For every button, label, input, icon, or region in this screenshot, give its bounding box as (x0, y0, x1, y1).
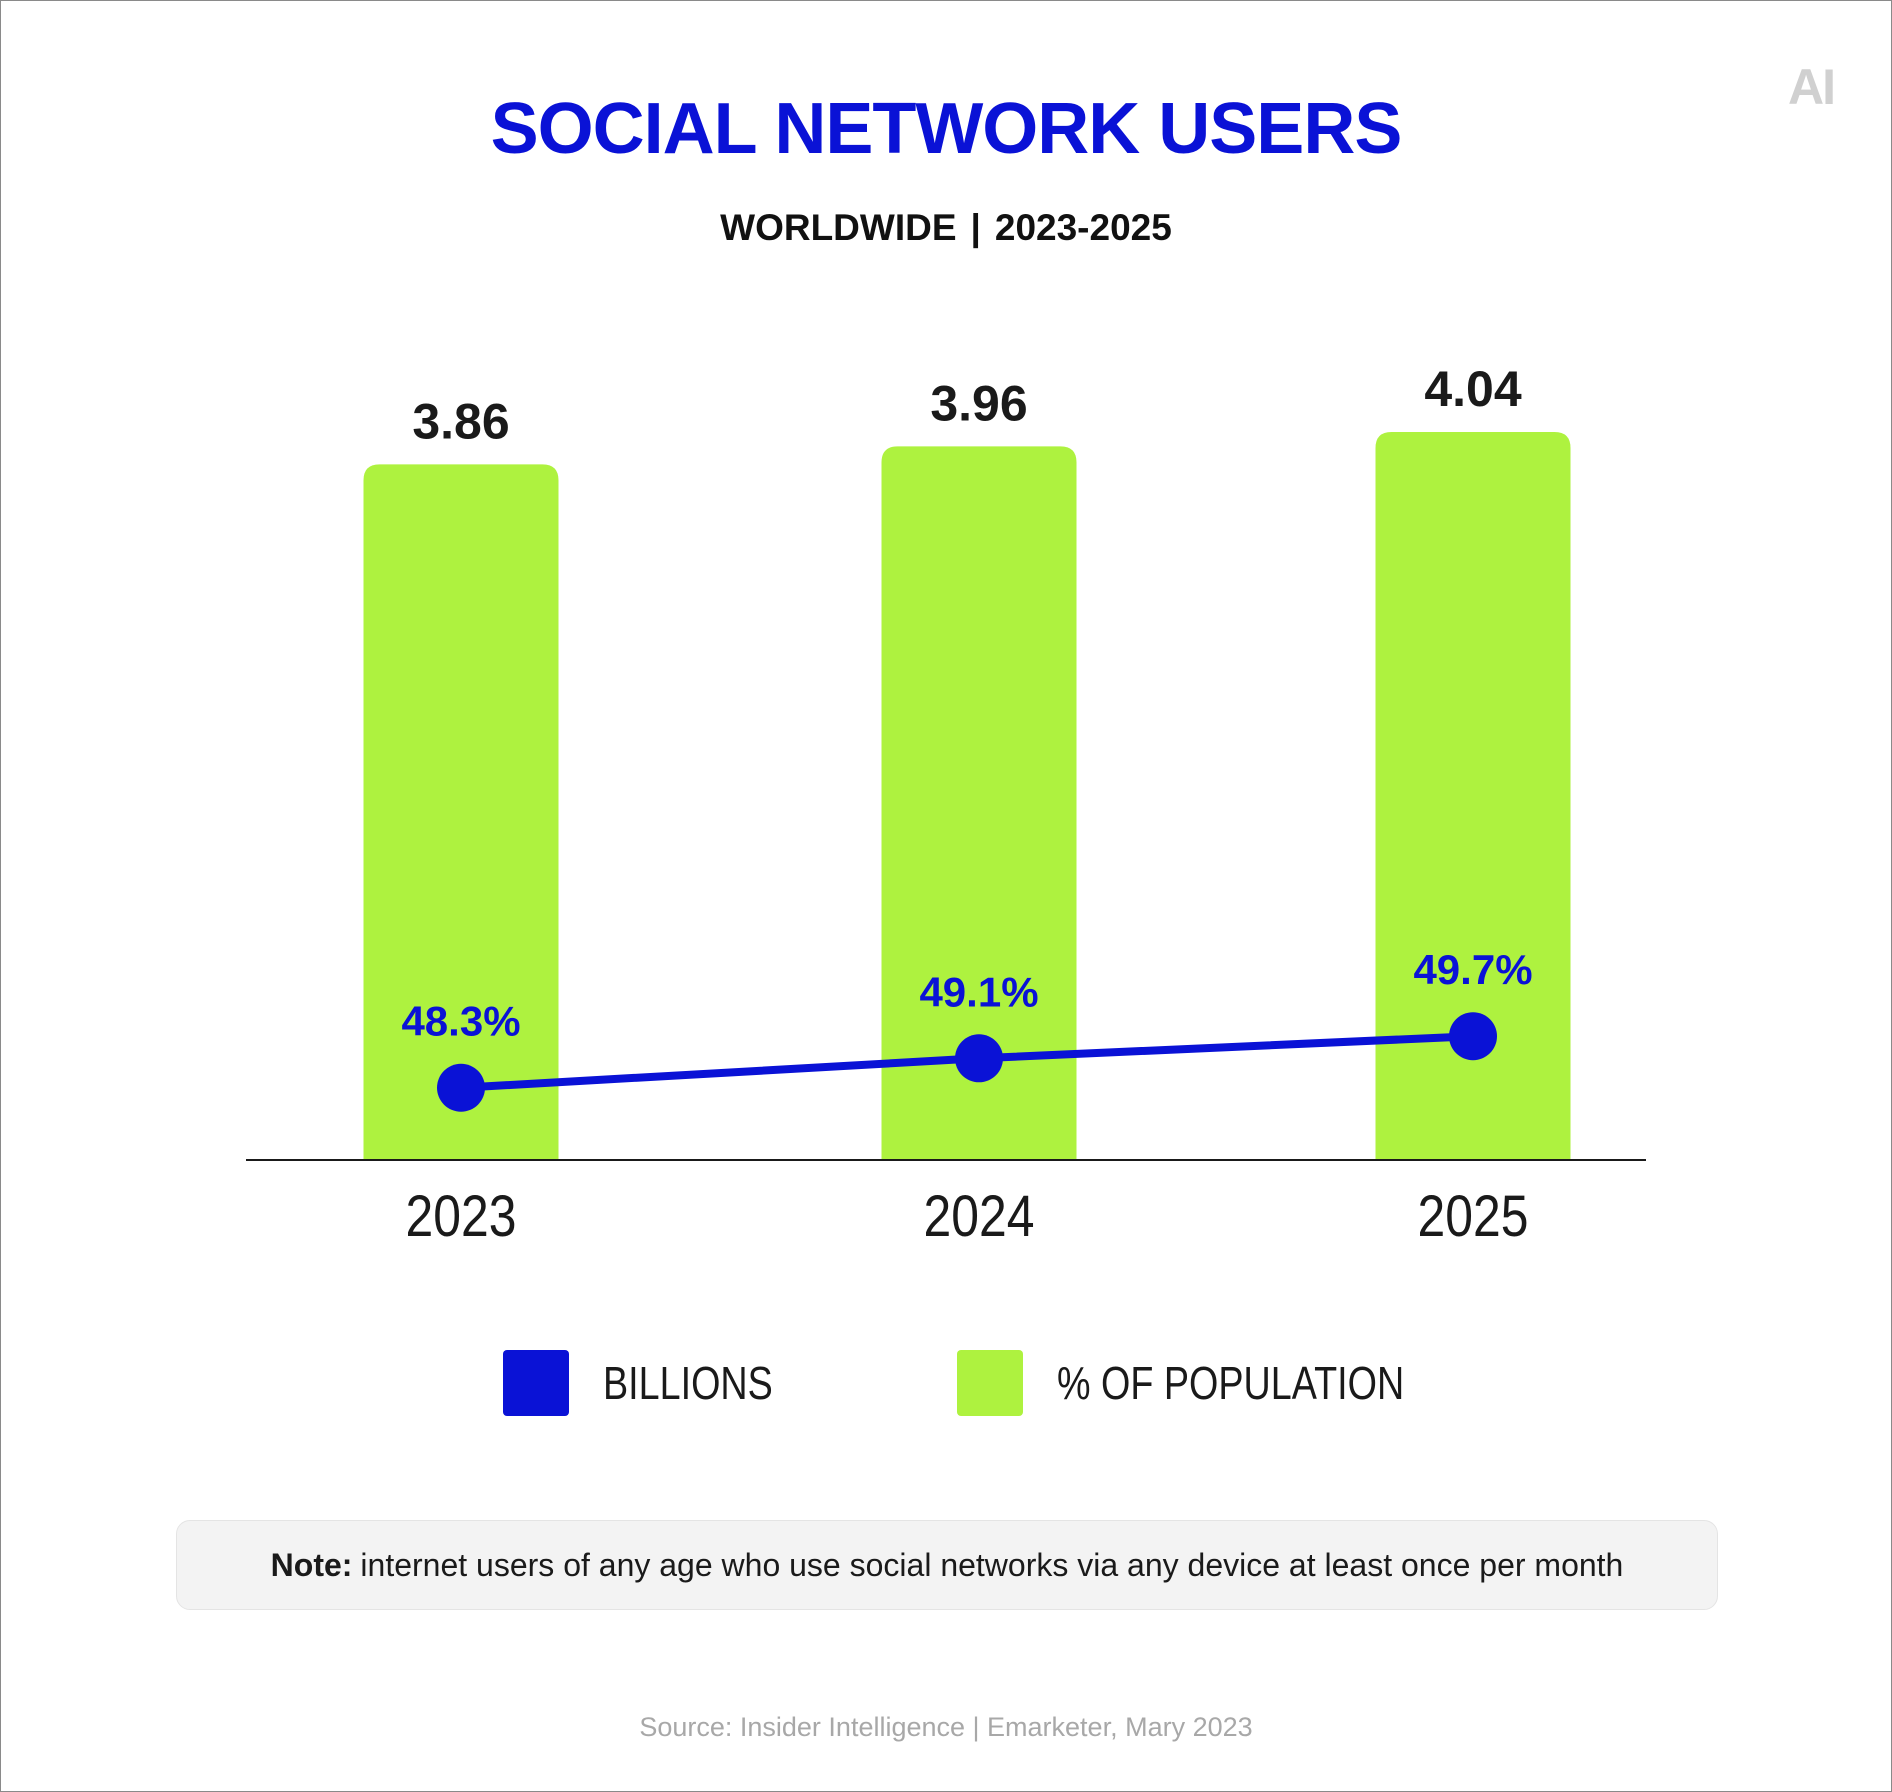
bar-value-label-2024: 3.96 (930, 375, 1027, 431)
subtitle-years: 2023-2025 (994, 207, 1172, 248)
bar-2024 (881, 446, 1077, 1160)
x-tick-label-2024: 2024 (924, 1185, 1035, 1249)
note-label: Note: (270, 1546, 353, 1583)
legend-swatch-population (957, 1350, 1023, 1416)
bar-2025 (1375, 432, 1571, 1160)
population-value-label-2023: 48.3% (401, 998, 520, 1045)
bar-2023 (363, 464, 559, 1160)
chart-plot: 3.86 3.96 4.04 2023 2024 2025 48.3% 49.1% 49.7% (246, 361, 1646, 1249)
population-point-2023 (437, 1063, 485, 1112)
population-point-2025 (1449, 1012, 1497, 1061)
brand-logo: AI (1788, 59, 1836, 115)
legend-label-billions: BILLIONS (603, 1357, 773, 1409)
subtitle-separator: | (970, 207, 981, 248)
legend-label-population: % OF POPULATION (1057, 1357, 1405, 1409)
x-tick-label-2023: 2023 (406, 1185, 517, 1249)
legend-item-population: % OF POPULATION (957, 1350, 1480, 1416)
population-value-label-2024: 49.1% (919, 968, 1038, 1015)
subtitle-region: WORLDWIDE (720, 207, 957, 248)
x-tick-label-2025: 2025 (1418, 1185, 1529, 1249)
chart-legend: BILLIONS % OF POPULATION (0, 1350, 1892, 1416)
note-text: internet users of any age who use social… (360, 1546, 1624, 1583)
bar-value-label-2025: 4.04 (1424, 361, 1522, 417)
bar-value-label-2023: 3.86 (412, 393, 509, 449)
population-value-label-2025: 49.7% (1413, 946, 1532, 993)
source-credit: Source: Insider Intelligence | Emarketer… (639, 1712, 1253, 1742)
legend-swatch-billions (503, 1350, 569, 1416)
chart-subtitle: WORLDWIDE | 2023-2025 (0, 207, 1892, 249)
note-box: Note: internet users of any age who use … (176, 1520, 1718, 1610)
population-point-2024 (955, 1034, 1003, 1083)
chart-title: SOCIAL NETWORK USERS (490, 89, 1403, 169)
legend-item-billions: BILLIONS (503, 1350, 810, 1416)
